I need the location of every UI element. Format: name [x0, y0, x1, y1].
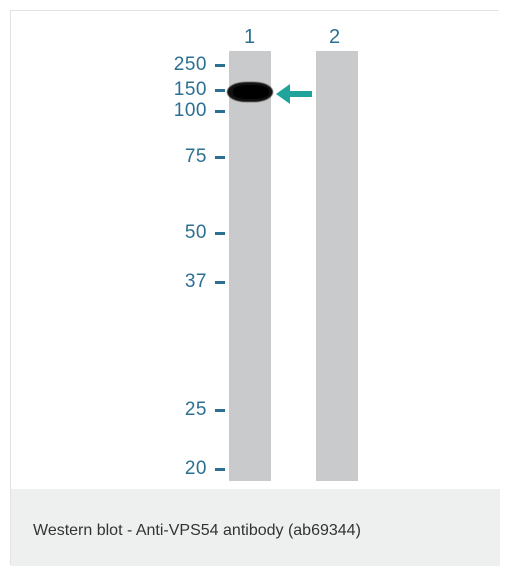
band-arrow-icon [276, 84, 312, 104]
marker-label: 150 [173, 79, 207, 100]
lane-label-2: 2 [329, 26, 341, 48]
marker-tick [215, 232, 225, 235]
marker-label: 50 [184, 222, 207, 243]
protein-band-core [233, 85, 269, 99]
marker-label: 25 [184, 399, 207, 420]
lane-2 [316, 51, 358, 481]
marker-label: 100 [173, 100, 207, 121]
marker-label: 75 [184, 146, 207, 167]
marker-tick [215, 281, 225, 284]
marker-tick [215, 110, 225, 113]
marker-75: 75 [159, 147, 229, 167]
marker-tick [215, 89, 225, 92]
marker-label: 20 [184, 458, 207, 479]
marker-label: 250 [173, 54, 207, 75]
figure-caption: Western blot - Anti-VPS54 antibody (ab69… [33, 522, 361, 539]
marker-tick [215, 64, 225, 67]
lane-1 [229, 51, 271, 481]
marker-label: 37 [184, 271, 207, 292]
marker-50: 50 [159, 223, 229, 243]
figure-card: 1 2 250 150 100 75 50 37 [10, 10, 500, 566]
marker-tick [215, 156, 225, 159]
marker-100: 100 [159, 101, 229, 121]
marker-150: 150 [159, 80, 229, 100]
lane-label-1: 1 [244, 26, 256, 48]
western-blot-image: 1 2 250 150 100 75 50 37 [11, 11, 500, 489]
marker-tick [215, 409, 225, 412]
marker-250: 250 [159, 55, 229, 75]
marker-25: 25 [159, 400, 229, 420]
marker-37: 37 [159, 272, 229, 292]
marker-tick [215, 468, 225, 471]
caption-bar: Western blot - Anti-VPS54 antibody (ab69… [11, 489, 500, 566]
marker-20: 20 [159, 459, 229, 479]
